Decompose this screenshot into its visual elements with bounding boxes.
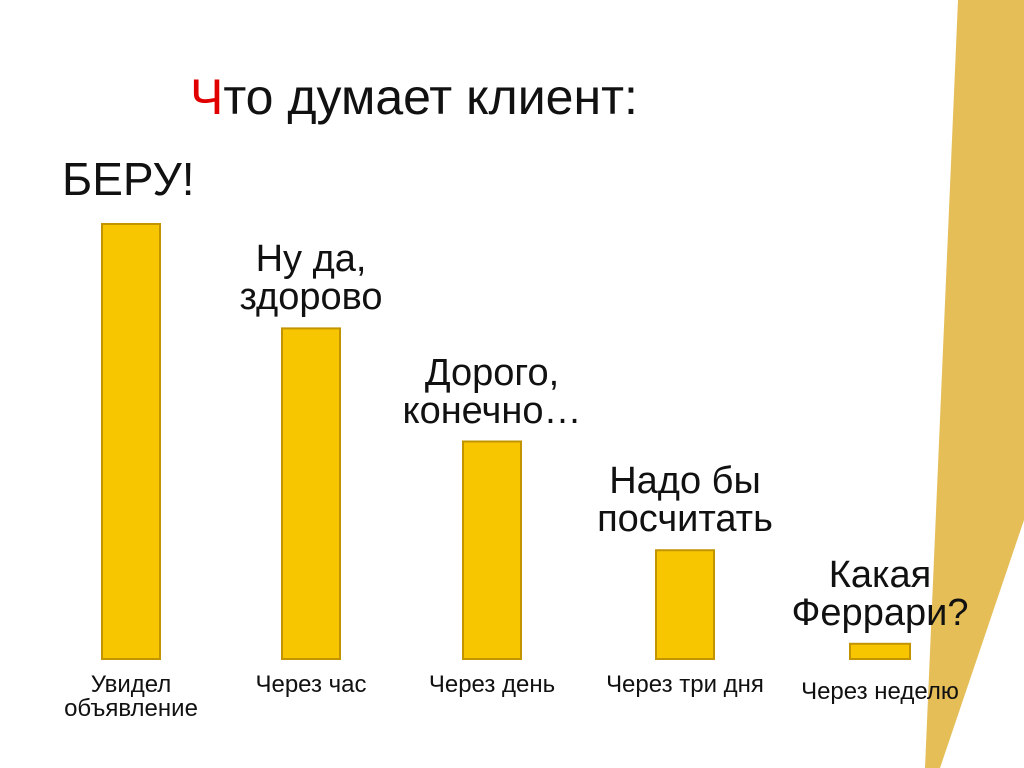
bar	[281, 327, 341, 660]
x-tick-label: Увидел объявление	[64, 671, 198, 722]
annotation: Какая Феррари?	[791, 553, 969, 634]
annotation: БЕРУ!	[62, 153, 195, 205]
bar	[462, 440, 522, 660]
bar	[655, 549, 715, 660]
x-tick-label: Через неделю	[801, 678, 959, 705]
x-tick-label: Через день	[428, 671, 556, 698]
x-tick-label: Через три дня	[606, 671, 764, 698]
bar	[849, 642, 911, 661]
bar	[101, 223, 161, 660]
annotation: Дорого, конечно…	[402, 351, 582, 432]
x-tick-label: Через час	[255, 671, 367, 698]
chart-title: Что думает клиент:	[190, 69, 638, 125]
decor-stripe	[925, 0, 1024, 768]
annotation: Надо бы посчитать	[597, 460, 773, 541]
annotation: Ну да, здорово	[239, 238, 383, 319]
